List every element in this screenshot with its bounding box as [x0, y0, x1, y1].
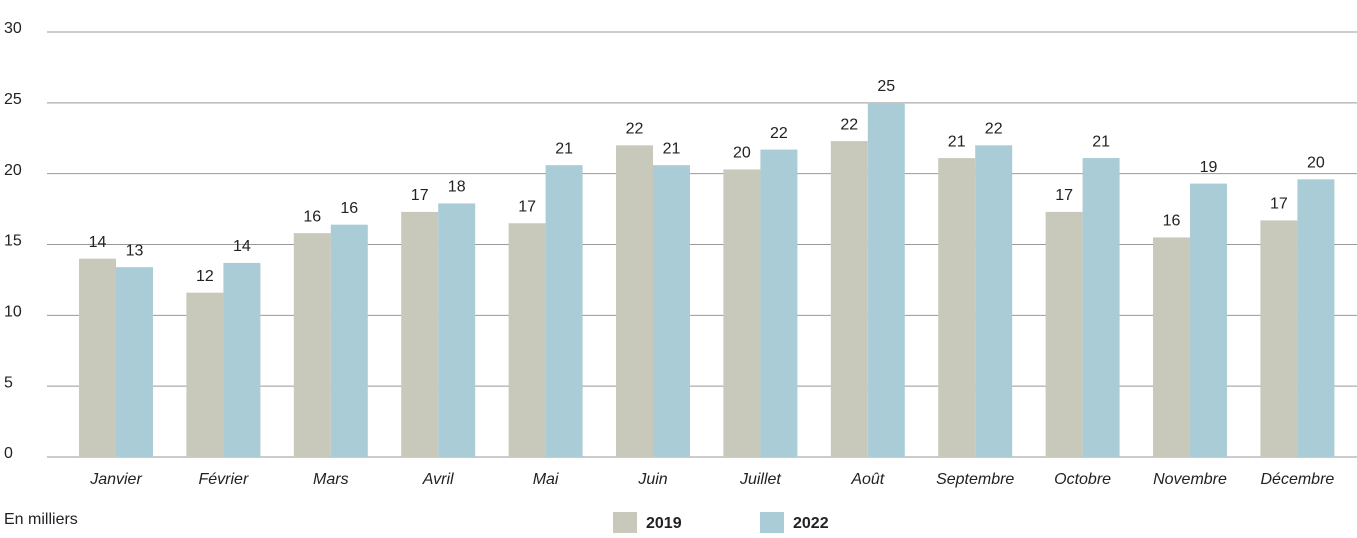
- x-tick-label: Juin: [637, 471, 667, 488]
- x-tick-label: Février: [199, 471, 249, 488]
- bar: [438, 203, 476, 457]
- value-label: 22: [985, 121, 1003, 138]
- bar: [1153, 237, 1190, 457]
- y-tick-label: 20: [4, 162, 22, 179]
- x-tick-label: Juillet: [739, 471, 781, 488]
- bar: [760, 149, 798, 458]
- bar: [1045, 211, 1083, 457]
- value-label: 17: [1055, 187, 1073, 204]
- x-tick-label: Janvier: [89, 471, 142, 488]
- bar: [1297, 179, 1335, 458]
- bar: [1260, 220, 1298, 457]
- bar: [223, 262, 261, 457]
- y-tick-label: 30: [4, 20, 22, 37]
- value-label: 14: [89, 234, 107, 251]
- value-label: 22: [840, 116, 858, 133]
- value-label: 20: [1307, 155, 1325, 172]
- bar: [330, 224, 368, 457]
- value-label: 21: [555, 140, 573, 157]
- x-tick-label: Mars: [313, 471, 349, 488]
- bar: [616, 145, 653, 458]
- x-tick-label: Octobre: [1054, 471, 1111, 488]
- bar: [401, 211, 439, 457]
- bar: [830, 141, 868, 458]
- bar: [545, 165, 583, 457]
- bar: [653, 165, 690, 457]
- legend-label: 2022: [793, 515, 829, 532]
- legend-label: 2019: [646, 515, 682, 532]
- y-tick-label: 0: [4, 445, 13, 462]
- value-label: 20: [733, 145, 751, 162]
- x-tick-label: Novembre: [1153, 471, 1227, 488]
- x-tick-label: Septembre: [936, 471, 1014, 488]
- bar: [293, 233, 331, 457]
- y-tick-label: 5: [4, 374, 13, 391]
- bar: [1190, 183, 1227, 458]
- bar: [975, 145, 1013, 458]
- value-label: 16: [1163, 213, 1181, 230]
- value-label: 21: [948, 133, 966, 150]
- bar: [1082, 158, 1120, 458]
- value-label: 16: [340, 200, 358, 217]
- value-label: 25: [877, 78, 895, 95]
- x-tick-label: Avril: [422, 471, 454, 488]
- x-tick-label: Décembre: [1260, 471, 1334, 488]
- value-label: 17: [411, 187, 429, 204]
- bar: [79, 258, 116, 457]
- legend-swatch: [613, 512, 637, 534]
- x-tick-label: Mai: [533, 471, 559, 488]
- value-label: 13: [126, 242, 144, 259]
- bar: [508, 223, 546, 457]
- value-label: 17: [518, 198, 536, 215]
- bar: [723, 169, 761, 457]
- y-tick-label: 15: [4, 233, 22, 250]
- value-label: 17: [1270, 196, 1288, 213]
- bar: [116, 267, 153, 457]
- value-label: 16: [303, 208, 321, 225]
- value-label: 22: [770, 125, 788, 142]
- y-tick-label: 10: [4, 304, 22, 321]
- x-tick-label: Août: [850, 471, 884, 488]
- value-label: 22: [626, 121, 644, 138]
- value-label: 19: [1200, 159, 1218, 176]
- bar: [186, 292, 224, 457]
- value-label: 21: [663, 140, 681, 157]
- value-label: 18: [448, 179, 466, 196]
- value-label: 21: [1092, 133, 1110, 150]
- bar: [867, 102, 905, 457]
- value-label: 12: [196, 268, 214, 285]
- bar: [938, 158, 976, 458]
- value-label: 14: [233, 238, 251, 255]
- note: En milliers: [4, 511, 78, 528]
- y-tick-label: 25: [4, 91, 22, 108]
- legend-swatch: [760, 512, 784, 534]
